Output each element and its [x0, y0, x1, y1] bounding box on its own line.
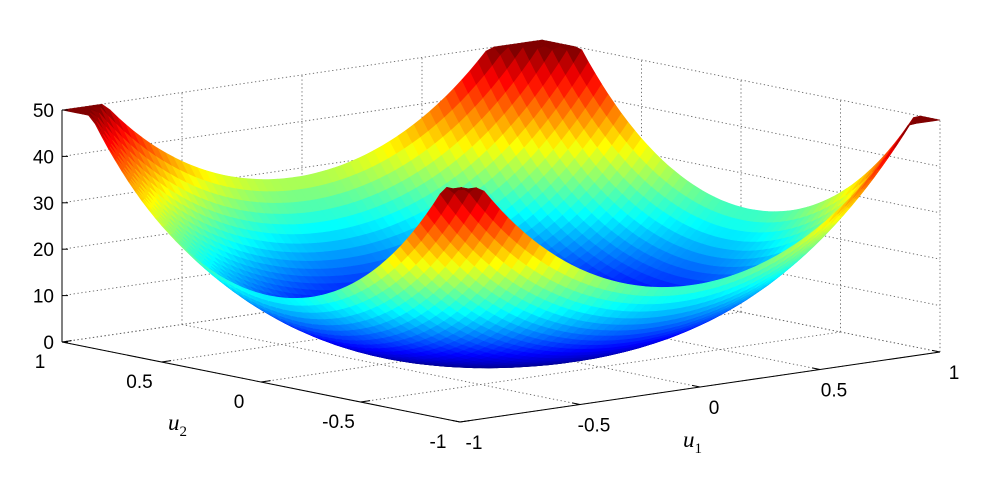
z-tick-label: 20 [33, 240, 54, 261]
u1-tick-mark [811, 367, 821, 370]
u2-tick-mark [360, 400, 371, 403]
grid-line-backwall-z [61, 85, 543, 157]
x-axis-label: u1 [683, 427, 702, 457]
grid-line-sidewall-z [541, 39, 941, 121]
surface-mesh [61, 39, 941, 369]
u1-tick-label: -0.5 [578, 416, 611, 437]
grid-line-backwall-z [61, 132, 543, 204]
u1-tick-mark [571, 402, 581, 405]
u2-tick-mark [161, 360, 172, 363]
u2-tick-label: 1 [35, 352, 46, 373]
y-axis-label: u2 [168, 410, 187, 440]
u1-tick-mark [451, 419, 461, 423]
u2-tick-mark [260, 380, 271, 383]
u1-tick-label: 0 [709, 398, 720, 419]
u2-tick-mark [61, 340, 72, 343]
z-tick-label: 10 [33, 287, 54, 308]
u2-tick-mark [459, 420, 470, 423]
u2-tick-label: -0.5 [322, 412, 355, 433]
grid-line-sidewall-z [541, 132, 941, 214]
u1-tick-label: -1 [466, 433, 483, 454]
grid-line-backwall-z [61, 39, 543, 111]
u1-tick-label: 1 [949, 363, 960, 384]
u2-tick-label: -1 [430, 432, 447, 453]
u1-tick-label: 0.5 [821, 381, 847, 402]
grid-line-sidewall-z [541, 85, 941, 167]
z-tick-label: 30 [33, 194, 54, 215]
u2-tick-label: 0.5 [126, 372, 152, 393]
tick-labels: 0 10 20 30 40 50 -1 -0.5 0 0.5 1 -1 -0.5 0 0.5 1 [33, 101, 959, 454]
u2-tick-label: 0 [234, 392, 245, 413]
grid-line-sidewall-z [541, 271, 941, 353]
u1-tick-mark [691, 384, 701, 388]
surface-patch [925, 118, 941, 122]
z-tick-label: 40 [33, 147, 54, 168]
u1-tick-mark [931, 349, 941, 353]
axis-box [61, 109, 941, 423]
z-tick-label: 0 [43, 333, 54, 354]
z-tick-label: 50 [33, 101, 54, 122]
